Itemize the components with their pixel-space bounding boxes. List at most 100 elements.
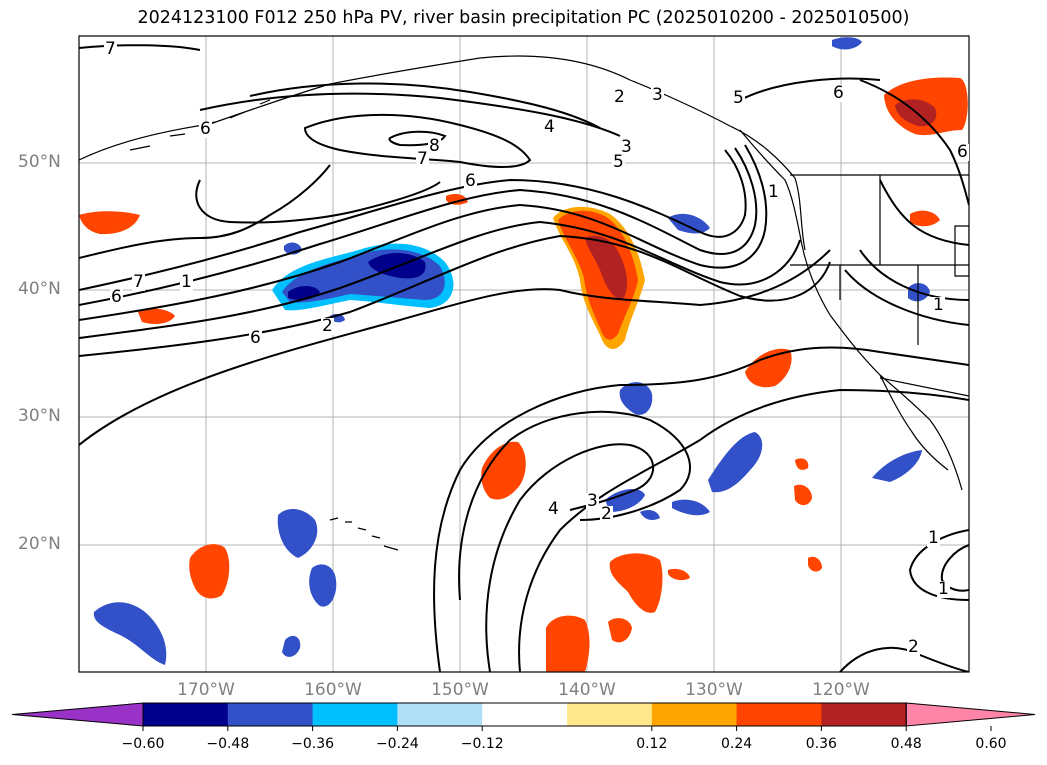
pv-contour: [485, 443, 655, 672]
colorbar-bin: [227, 703, 314, 726]
pv-contour: [79, 149, 747, 291]
contour-label: 1: [937, 579, 950, 599]
contour-label: 2: [321, 316, 334, 336]
pv-contour: [844, 269, 969, 326]
contour-label: 1: [180, 272, 193, 292]
precip-blob-neg: [282, 635, 301, 657]
precip-blob-pos: [585, 235, 628, 300]
longitude-label: 130°W: [685, 680, 743, 700]
colorbar-tick-label: 0.12: [636, 736, 668, 752]
gulf-coast: [954, 225, 969, 277]
precip-blob-neg: [619, 382, 653, 415]
pv-contour: [249, 82, 601, 129]
precip-blob-neg: [832, 37, 862, 50]
pv-contour: [839, 646, 969, 672]
contour-label: 6: [832, 83, 845, 103]
colorbar-tick-label: −0.12: [460, 736, 504, 752]
latitude-label: 20°N: [18, 534, 61, 554]
colorbar-bin: [312, 703, 398, 726]
contour-label: 3: [586, 491, 599, 511]
contour-label: 6: [199, 119, 212, 139]
precip-blob-pos: [481, 441, 526, 500]
longitude-label: 160°W: [304, 680, 362, 700]
precip-blob-pos: [609, 553, 663, 613]
precip-blob-neg: [668, 213, 710, 234]
mexico-border: [879, 377, 969, 397]
pv-contour: [79, 164, 331, 259]
contour-label: 1: [767, 182, 780, 202]
alaska-coast: [79, 55, 806, 251]
precip-blob-pos: [910, 210, 940, 227]
hawaiian-islands: [329, 517, 399, 551]
longitude-label: 120°W: [812, 680, 870, 700]
pv-contour: [195, 179, 441, 224]
chart-title: 2024123100 F012 250 hPa PV, river basin …: [137, 8, 910, 28]
precip-blob-neg: [708, 432, 763, 493]
colorbar: [11, 702, 1036, 731]
pv-contour: [859, 79, 969, 206]
pv-contour: [940, 544, 969, 592]
precip-blob-pos: [608, 618, 632, 643]
pv-contour: [303, 113, 532, 168]
pv-contour: [433, 346, 969, 672]
pv-contour: [79, 249, 831, 446]
precip-blob-neg: [277, 508, 318, 558]
precip-blob-pos: [558, 210, 638, 340]
colorbar-tick-label: −0.24: [375, 736, 419, 752]
colorbar-outline: [142, 702, 907, 727]
pv-contour: [79, 234, 831, 357]
colorbar-min-extend: [11, 702, 144, 727]
us-west-coast: [799, 234, 963, 491]
precip-blob-neg: [640, 510, 660, 520]
pv-contour: [79, 147, 758, 306]
precip-blob-neg: [672, 499, 710, 516]
pv-contour: [859, 249, 969, 301]
contour-label: 6: [464, 171, 477, 191]
precip-blob-pos: [546, 615, 590, 672]
precip-blob-pos: [189, 544, 230, 599]
colorbar-bin: [821, 703, 907, 726]
colorbar-tick-label: −0.48: [206, 736, 250, 752]
contour-label: 4: [543, 117, 556, 137]
positive-precip-areas: [79, 77, 968, 672]
colorbar-max-extend: [905, 702, 1036, 727]
colorbar-tick-label: 0.36: [805, 736, 837, 752]
latitude-label: 50°N: [18, 152, 61, 172]
precip-blob-neg: [93, 602, 167, 665]
contour-label: 6: [110, 287, 123, 307]
contour-label: 5: [732, 88, 745, 108]
precip-blob-neg: [309, 564, 337, 607]
pv-contour: [79, 220, 801, 339]
precip-blob-pos: [745, 348, 792, 388]
colorbar-bin: [482, 703, 568, 726]
contour-label: 4: [547, 499, 560, 519]
pv-contour: [199, 92, 621, 137]
pv-contour: [739, 77, 881, 101]
precip-blob-pos: [79, 211, 140, 235]
contour-label: 1: [927, 528, 940, 548]
contour-label: 2: [600, 504, 613, 524]
contour-label: 7: [416, 149, 429, 169]
precip-blob-pos: [795, 458, 809, 470]
colorbar-tick-label: 0.24: [721, 736, 753, 752]
colorbar-bin: [651, 703, 738, 726]
pv-contours: [79, 44, 969, 672]
latitude-label: 30°N: [18, 406, 61, 426]
precip-blob-neg: [872, 450, 922, 482]
precip-blob-pos: [138, 308, 175, 324]
state-line-v: [839, 175, 919, 345]
colorbar-tick-label: 0.60: [975, 736, 1007, 752]
latitude-label: 40°N: [18, 279, 61, 299]
colorbar-bin: [736, 703, 822, 726]
contour-label: 6: [956, 142, 969, 162]
pv-contour: [79, 144, 768, 321]
colorbar-bin: [567, 703, 653, 726]
map-border: [78, 35, 970, 673]
contour-label: 2: [613, 87, 626, 107]
contour-label: 5: [612, 152, 625, 172]
contour-label: 7: [104, 39, 117, 59]
coastlines: [79, 55, 969, 551]
pv-contour: [458, 410, 691, 601]
pv-contour: [879, 179, 969, 246]
